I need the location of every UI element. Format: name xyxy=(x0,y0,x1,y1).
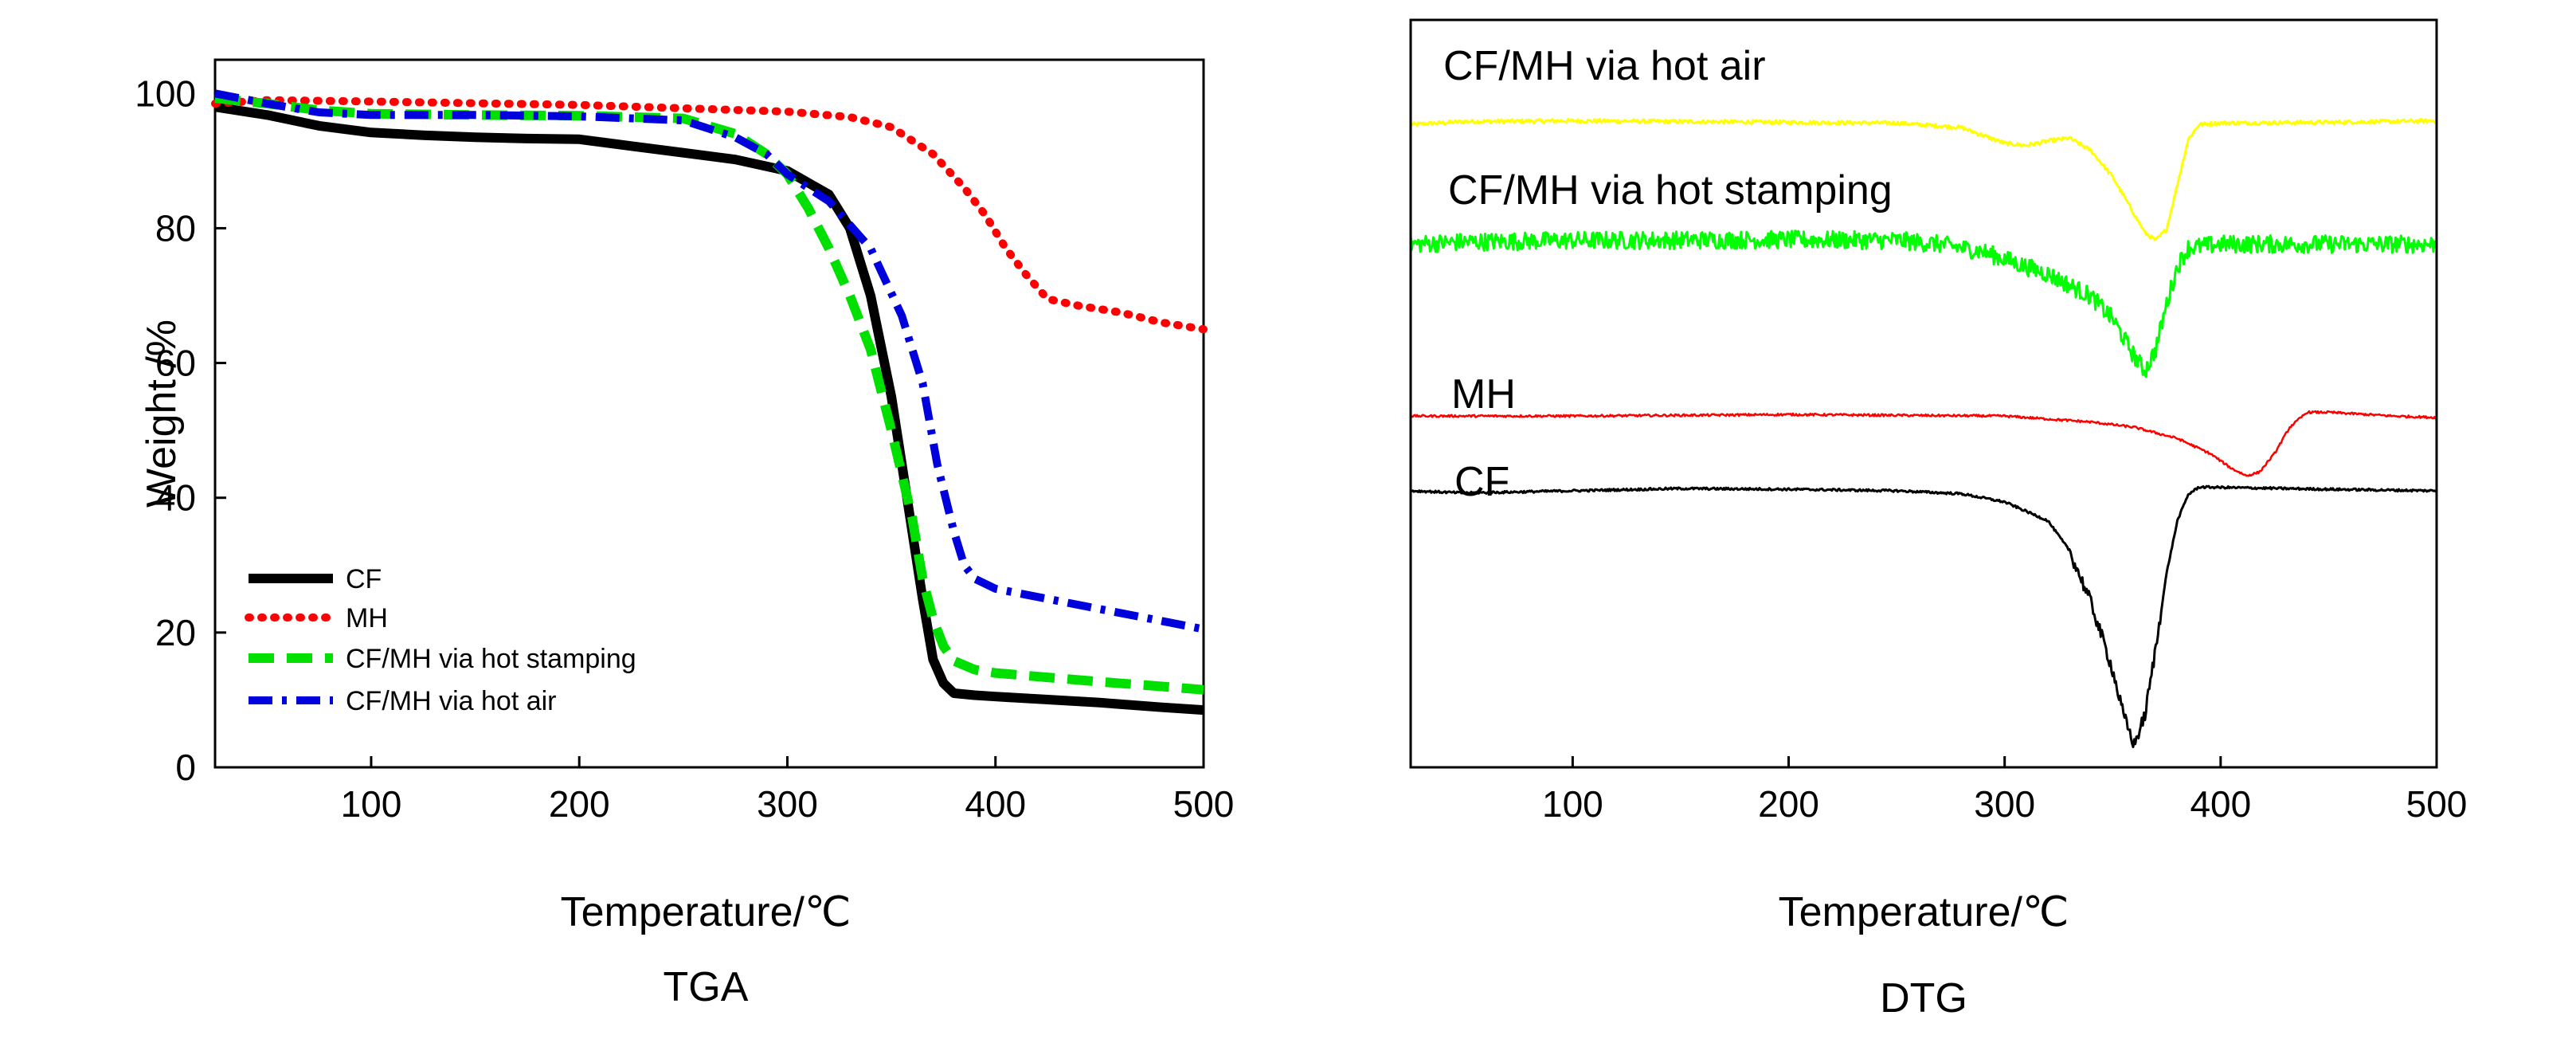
dtg-panel: 100 200 300 400 500 CF/MH via hot air CF/MH … xyxy=(1409,18,2467,1021)
dtg-series-cf-mh-via-hot-stamping xyxy=(1409,229,2438,378)
tga-y-tick-label: 80 xyxy=(155,207,196,249)
tga-y-ticks: 0 20 40 60 80 100 xyxy=(135,73,226,788)
legend-label-mh: MH xyxy=(346,603,388,633)
legend-label-hot-air: CF/MH via hot air xyxy=(346,686,557,716)
dtg-label-hot-air: CF/MH via hot air xyxy=(1443,43,1766,89)
tga-x-ticks: 100 200 300 400 500 xyxy=(341,756,1235,825)
tga-y-tick-label: 100 xyxy=(135,73,196,114)
dtg-series-mh xyxy=(1410,410,2437,477)
tga-x-tick-label: 500 xyxy=(1173,783,1235,825)
tga-y-tick-label: 0 xyxy=(175,747,196,788)
tga-series-mh xyxy=(211,96,1208,334)
tga-y-tick-label: 20 xyxy=(155,612,196,653)
tga-series-group xyxy=(211,89,1208,716)
tga-y-axis-label: Weight /% xyxy=(139,320,185,508)
tga-x-axis-label: Temperature/℃ xyxy=(561,889,851,935)
dtg-x-tick-label: 200 xyxy=(1758,783,1819,825)
tga-x-tick-label: 200 xyxy=(549,783,610,825)
tga-x-tick-label: 100 xyxy=(341,783,402,825)
dtg-series-cf xyxy=(1410,484,2437,748)
dtg-x-tick-label: 400 xyxy=(2190,783,2251,825)
tga-plot-frame xyxy=(213,58,1205,769)
tga-y-tick-label: 60 xyxy=(155,343,196,384)
dtg-x-ticks: 100 200 300 400 500 xyxy=(1542,756,2467,825)
dtg-label-cf: CF xyxy=(1454,459,1509,505)
tga-series-cf-mh-via-hot-air xyxy=(214,89,1204,633)
dtg-x-tick-label: 300 xyxy=(1974,783,2035,825)
tga-x-tick-label: 400 xyxy=(965,783,1026,825)
dtg-series-cf-mh-via-hot-air xyxy=(1409,118,2437,241)
legend-label-hot-stamping: CF/MH via hot stamping xyxy=(346,644,636,674)
tga-panel: 100 200 300 400 500 0 20 40 60 80 100 Weight /% T… xyxy=(135,58,1235,1010)
tga-caption: TGA xyxy=(664,964,749,1010)
dtg-x-tick-label: 100 xyxy=(1542,783,1603,825)
dtg-plot-frame xyxy=(1409,18,2438,769)
dtg-x-axis-label: Temperature/℃ xyxy=(1779,889,2069,935)
tga-legend: CF MH CF/MH via hot stamping CF/MH via h… xyxy=(245,564,636,716)
tga-y-tick-label: 40 xyxy=(155,477,196,519)
tga-series-cf-mh-via-hot-stamping xyxy=(214,93,1204,695)
dtg-series-group xyxy=(1409,118,2438,748)
dtg-caption: DTG xyxy=(1880,975,1967,1021)
dtg-x-tick-label: 500 xyxy=(2406,783,2468,825)
dtg-label-hot-stamping: CF/MH via hot stamping xyxy=(1448,167,1893,214)
dtg-label-mh: MH xyxy=(1451,371,1516,418)
tga-x-tick-label: 300 xyxy=(757,783,818,825)
legend-label-cf: CF xyxy=(346,564,382,594)
